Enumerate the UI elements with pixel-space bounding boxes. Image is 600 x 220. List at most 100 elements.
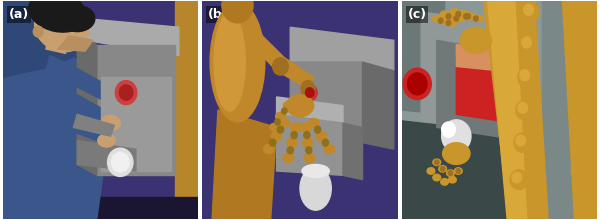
Ellipse shape — [270, 123, 280, 132]
Circle shape — [434, 160, 439, 165]
Polygon shape — [277, 58, 314, 88]
Circle shape — [322, 139, 329, 146]
Ellipse shape — [308, 119, 319, 128]
Ellipse shape — [302, 164, 329, 178]
Ellipse shape — [446, 170, 454, 176]
Circle shape — [305, 88, 314, 97]
Circle shape — [33, 26, 43, 37]
Ellipse shape — [279, 119, 290, 128]
Circle shape — [514, 133, 532, 152]
Circle shape — [269, 139, 276, 146]
Ellipse shape — [287, 138, 298, 147]
Circle shape — [571, 46, 587, 65]
Polygon shape — [457, 58, 499, 121]
Polygon shape — [437, 40, 523, 141]
Ellipse shape — [440, 17, 449, 24]
Circle shape — [522, 37, 532, 48]
Circle shape — [456, 169, 460, 173]
Ellipse shape — [98, 134, 115, 147]
Circle shape — [510, 170, 527, 189]
Ellipse shape — [283, 153, 293, 163]
Circle shape — [272, 58, 288, 75]
Circle shape — [446, 20, 451, 26]
Polygon shape — [77, 141, 136, 171]
Ellipse shape — [433, 174, 440, 181]
Circle shape — [304, 132, 310, 139]
Circle shape — [571, 75, 587, 93]
Circle shape — [403, 68, 431, 99]
Circle shape — [301, 81, 314, 96]
Ellipse shape — [439, 165, 446, 172]
Polygon shape — [290, 27, 394, 71]
Circle shape — [518, 102, 527, 113]
Ellipse shape — [286, 95, 314, 117]
Circle shape — [291, 132, 297, 139]
Polygon shape — [277, 114, 343, 175]
Circle shape — [277, 126, 284, 133]
Ellipse shape — [301, 123, 311, 132]
Polygon shape — [488, 1, 527, 219]
Ellipse shape — [460, 27, 491, 53]
Circle shape — [571, 134, 587, 152]
Polygon shape — [101, 77, 171, 171]
Circle shape — [522, 2, 539, 22]
Polygon shape — [343, 123, 362, 180]
Circle shape — [281, 108, 287, 114]
Ellipse shape — [300, 167, 331, 210]
Polygon shape — [77, 34, 97, 175]
Circle shape — [446, 14, 451, 19]
Polygon shape — [46, 23, 71, 53]
Circle shape — [456, 12, 461, 17]
Circle shape — [518, 68, 535, 87]
Circle shape — [112, 152, 129, 172]
Ellipse shape — [448, 20, 457, 26]
Circle shape — [222, 0, 253, 23]
Polygon shape — [484, 1, 548, 219]
Ellipse shape — [283, 101, 293, 110]
Circle shape — [442, 122, 455, 137]
Circle shape — [520, 70, 530, 81]
Polygon shape — [85, 18, 179, 55]
Circle shape — [275, 119, 280, 125]
Polygon shape — [46, 55, 104, 99]
Ellipse shape — [214, 13, 245, 111]
Circle shape — [571, 105, 587, 123]
Polygon shape — [542, 1, 597, 219]
Ellipse shape — [324, 145, 335, 154]
Polygon shape — [97, 45, 175, 175]
Circle shape — [107, 148, 133, 176]
Ellipse shape — [458, 11, 466, 17]
Ellipse shape — [440, 11, 449, 17]
Ellipse shape — [449, 176, 457, 183]
Ellipse shape — [210, 2, 265, 122]
Polygon shape — [62, 114, 112, 145]
Circle shape — [571, 18, 587, 36]
Circle shape — [516, 135, 526, 146]
Polygon shape — [421, 12, 538, 136]
Ellipse shape — [427, 168, 435, 174]
Circle shape — [516, 100, 533, 120]
Polygon shape — [241, 23, 284, 71]
Text: (c): (c) — [407, 8, 427, 21]
Ellipse shape — [35, 3, 89, 52]
Ellipse shape — [101, 116, 120, 131]
Circle shape — [407, 73, 427, 95]
Polygon shape — [3, 1, 91, 77]
Ellipse shape — [263, 145, 274, 154]
Circle shape — [512, 172, 522, 183]
Circle shape — [439, 18, 443, 23]
Ellipse shape — [450, 9, 458, 15]
Circle shape — [473, 16, 478, 21]
Ellipse shape — [275, 112, 286, 121]
Ellipse shape — [443, 143, 470, 165]
Ellipse shape — [316, 132, 327, 141]
Polygon shape — [362, 62, 394, 149]
Ellipse shape — [454, 168, 462, 174]
Ellipse shape — [448, 13, 457, 20]
Polygon shape — [71, 95, 120, 132]
Circle shape — [119, 85, 133, 100]
Ellipse shape — [304, 153, 315, 163]
Circle shape — [442, 120, 471, 152]
Polygon shape — [401, 121, 597, 219]
Ellipse shape — [460, 11, 469, 17]
